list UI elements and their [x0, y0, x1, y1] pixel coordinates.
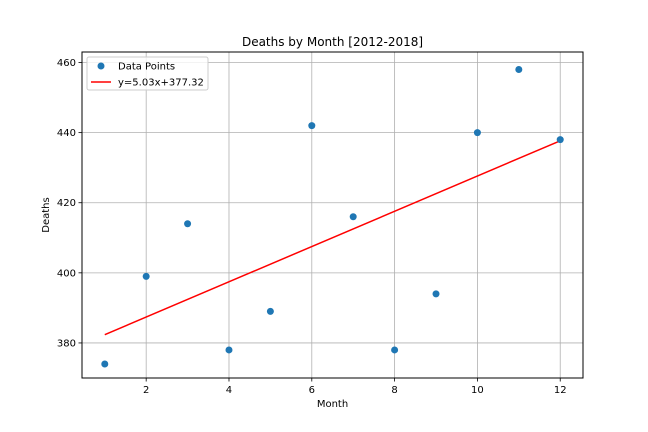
data-point — [142, 272, 150, 280]
legend-box — [86, 56, 209, 91]
data-point — [432, 290, 440, 298]
data-point — [349, 213, 357, 221]
y-tick-label: 420 — [57, 198, 76, 209]
trend-line — [104, 140, 561, 336]
x-tick-label: 8 — [391, 385, 397, 396]
data-point — [391, 346, 399, 354]
x-tick-label: 12 — [554, 385, 567, 396]
plot-frame — [81, 51, 584, 379]
legend-label: Data Points — [118, 62, 175, 73]
plot-series — [101, 66, 564, 368]
x-tick-label: 10 — [471, 385, 484, 396]
data-point — [225, 346, 233, 354]
y-axis-label: Deaths — [41, 197, 52, 232]
legend-marker — [97, 62, 105, 70]
axis-ticks: 2 4 6 8 10 12 380 400 420 440 460 — [57, 58, 567, 396]
data-point — [515, 66, 523, 74]
grid-lines — [82, 52, 583, 378]
y-tick-label: 380 — [57, 338, 76, 349]
legend: Data Points y=5.03x+377.32 — [86, 56, 209, 91]
legend-label: y=5.03x+377.32 — [118, 78, 204, 89]
x-tick-label: 2 — [143, 385, 149, 396]
data-point — [556, 136, 564, 144]
y-tick-label: 400 — [57, 268, 76, 279]
chart-title: Deaths by Month [2012-2018] — [242, 35, 423, 49]
data-point — [184, 220, 192, 228]
y-tick-label: 440 — [57, 128, 76, 139]
x-tick-label: 6 — [309, 385, 315, 396]
data-point — [473, 129, 481, 137]
data-point — [266, 307, 274, 315]
data-point — [101, 360, 109, 368]
x-tick-label: 4 — [226, 385, 232, 396]
data-point — [308, 122, 316, 130]
x-axis-label: Month — [317, 399, 348, 410]
y-tick-label: 460 — [57, 58, 76, 69]
